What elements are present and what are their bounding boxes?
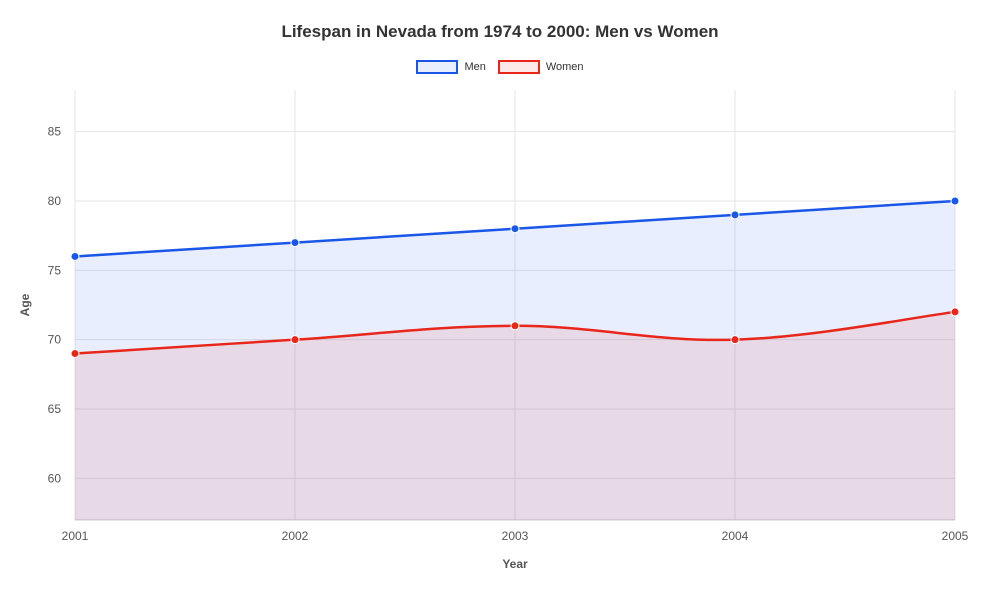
plot-area: 2001 2002 2003 2004 2005 60 65 70 75 80 85 Year Age xyxy=(0,0,1000,600)
series-marker-women xyxy=(291,336,299,344)
y-tick-label: 60 xyxy=(48,471,62,485)
series-marker-men xyxy=(71,252,79,260)
chart-container: Lifespan in Nevada from 1974 to 2000: Me… xyxy=(0,0,1000,600)
x-tick-label: 2002 xyxy=(282,529,309,543)
y-tick-label: 75 xyxy=(48,263,62,277)
y-axis-title: Age xyxy=(18,293,32,316)
series-marker-women xyxy=(71,350,79,358)
y-tick-label: 70 xyxy=(48,333,62,347)
series-marker-women xyxy=(511,322,519,330)
x-tick-label: 2005 xyxy=(942,529,969,543)
series-marker-men xyxy=(731,211,739,219)
x-tick-label: 2004 xyxy=(722,529,749,543)
y-tick-label: 85 xyxy=(48,125,62,139)
series-marker-men xyxy=(291,239,299,247)
y-tick-label: 80 xyxy=(48,194,62,208)
series-marker-women xyxy=(951,308,959,316)
y-tick-label: 65 xyxy=(48,402,62,416)
series-marker-men xyxy=(951,197,959,205)
x-tick-label: 2003 xyxy=(502,529,529,543)
series-marker-men xyxy=(511,225,519,233)
x-tick-label: 2001 xyxy=(62,529,89,543)
x-axis-title: Year xyxy=(502,557,528,571)
series-marker-women xyxy=(731,336,739,344)
